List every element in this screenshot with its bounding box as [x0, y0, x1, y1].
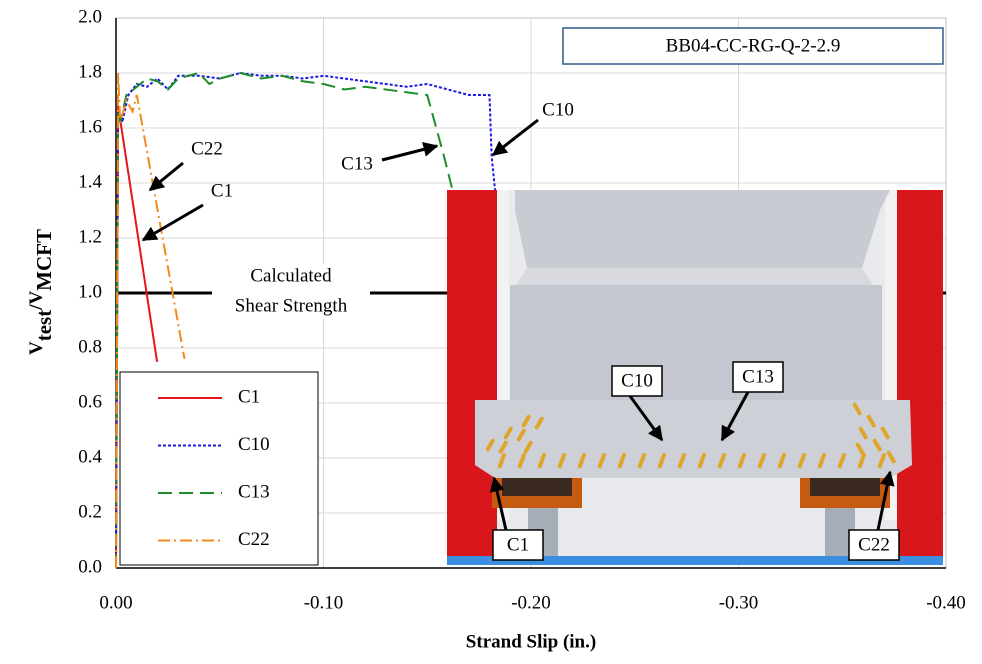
strand: [852, 402, 862, 416]
strand: [516, 428, 526, 442]
strand: [777, 453, 786, 469]
annotation-arrow: [491, 118, 539, 157]
reference-label: Shear Strength: [235, 295, 348, 316]
x-tick-label: -0.40: [926, 592, 966, 613]
strand: [872, 438, 882, 452]
series-line: [115, 71, 454, 569]
reference-label-bg: [212, 264, 370, 318]
inset-arrow: [876, 470, 895, 531]
y-tick-label: 0.8: [78, 336, 102, 357]
inset-label: C13: [742, 366, 774, 387]
inset-image: [447, 190, 943, 565]
strand: [597, 453, 606, 469]
strand: [523, 440, 533, 454]
strand: [855, 442, 865, 456]
annotation-arrow: [141, 203, 204, 242]
strand: [657, 453, 666, 469]
title: BB04-CC-RG-Q-2-2.9: [666, 35, 841, 56]
strand: [637, 453, 646, 469]
annotation: C10: [542, 99, 574, 120]
y-tick-label: 0.2: [78, 501, 102, 522]
y-axis-label-part: /V: [26, 291, 47, 311]
inset-label-box: [732, 361, 784, 393]
x-tick-label: -0.20: [511, 592, 551, 613]
y-tick-label: 1.0: [78, 281, 102, 302]
strand: [837, 453, 846, 469]
strand: [866, 414, 876, 428]
legend-label: C10: [238, 434, 270, 455]
strand: [880, 426, 890, 440]
strand: [557, 453, 566, 469]
legend-label: C22: [238, 529, 270, 550]
strand: [717, 453, 726, 469]
inset-label-box: [611, 365, 663, 397]
y-axis-label-part: MCFT: [32, 229, 56, 291]
strand: [534, 416, 544, 430]
x-tick-label: -0.30: [719, 592, 759, 613]
strand: [877, 453, 886, 469]
annotation-arrow: [381, 142, 439, 162]
x-tick-label: 0.00: [99, 592, 132, 613]
y-axis-label-part: test: [32, 310, 56, 341]
y-tick-label: 1.2: [78, 226, 102, 247]
inset-arrow: [720, 391, 750, 442]
y-tick-label: 2.0: [78, 6, 102, 27]
series-line: [115, 72, 186, 569]
annotation: C1: [211, 180, 233, 201]
strand: [677, 453, 686, 469]
y-tick-label: 0.4: [78, 446, 102, 467]
annotation: C22: [191, 138, 223, 159]
inset-label: C1: [507, 534, 529, 555]
y-tick-label: 0.0: [78, 556, 102, 577]
reference-label: Calculated: [250, 265, 332, 286]
strand: [737, 453, 746, 469]
strand: [857, 453, 866, 469]
foreground: Calculated Shear Strength C22 C1 C13 C10 C10 C1…: [26, 27, 944, 652]
y-tick-label: 0.6: [78, 391, 102, 412]
inset-arrow: [489, 476, 508, 531]
strand: [577, 453, 586, 469]
strand: [485, 438, 495, 452]
strand: [697, 453, 706, 469]
y-tick-label: 1.8: [78, 61, 102, 82]
y-tick-label: 1.6: [78, 116, 102, 137]
legend-label: C1: [238, 386, 260, 407]
inset-label: C22: [858, 534, 890, 555]
inset-arrow: [628, 395, 664, 442]
strand: [817, 453, 826, 469]
x-tick-label: -0.10: [304, 592, 344, 613]
series: [115, 71, 497, 569]
strand: [886, 450, 896, 464]
annotation: C13: [341, 153, 373, 174]
y-axis-label-part: V: [26, 341, 47, 355]
legend-box: [119, 371, 319, 566]
strand: [617, 453, 626, 469]
strand: [521, 414, 531, 428]
y-tick-label: 1.4: [78, 171, 102, 192]
strand: [497, 453, 506, 469]
inset-label: C10: [621, 370, 653, 391]
inset-label-box: [848, 529, 900, 561]
y-axis-label: Vtest/VMCFT: [26, 229, 55, 355]
strand: [858, 426, 868, 440]
strand: [757, 453, 766, 469]
x-axis-label: Strand Slip (in.): [466, 631, 596, 652]
legend-label: C13: [238, 481, 270, 502]
strand: [498, 440, 508, 454]
strand: [503, 426, 513, 440]
strand: [797, 453, 806, 469]
strand: [517, 453, 526, 469]
title-box: [562, 27, 944, 65]
annotation-arrow: [148, 161, 184, 192]
strand: [537, 453, 546, 469]
inset-label-box: [492, 529, 544, 561]
